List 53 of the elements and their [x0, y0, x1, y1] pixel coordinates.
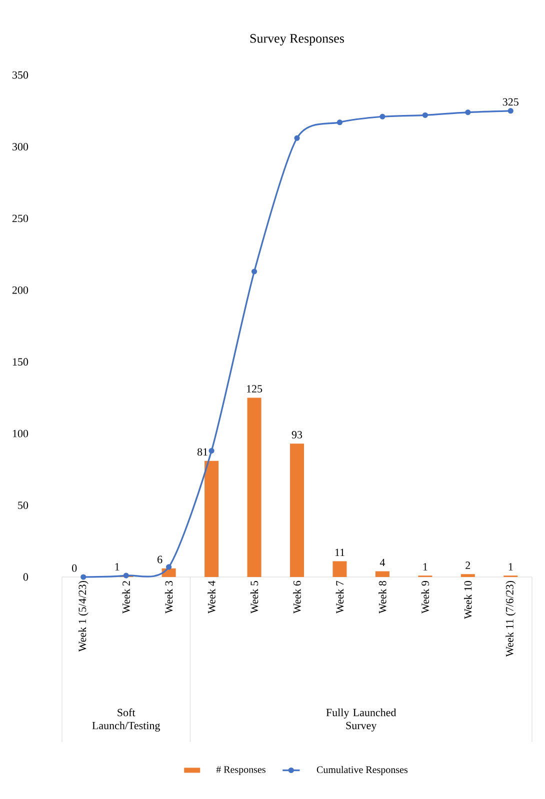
data-label: 6 [158, 556, 162, 564]
x-tick-label: Week 8 [378, 580, 386, 614]
x-tick-label: Week 3 [164, 580, 173, 614]
x-tick-label: Week 4 [208, 580, 216, 614]
point [80, 574, 86, 580]
data-label: 1 [423, 563, 428, 570]
data-label: 81 [197, 448, 208, 456]
point [465, 109, 471, 116]
x-tick-label: Week 2 [122, 581, 130, 614]
point [294, 135, 300, 141]
text: Fully Launched Survey [326, 708, 396, 732]
text: Soft Launch/Testing [92, 708, 160, 732]
bar [247, 398, 262, 577]
y-tick-label: 200 [12, 286, 28, 294]
data-label: 0 [72, 564, 77, 572]
data-label: 1 [508, 563, 513, 570]
legend-label: # Responses [216, 766, 266, 775]
bar [332, 561, 347, 577]
point [380, 114, 386, 120]
data-label: 1 [115, 563, 120, 570]
x-tick-label: Week 7 [336, 580, 344, 614]
y-tick-label: 0 [23, 573, 28, 581]
data-label: 125 [246, 385, 262, 393]
y-tick-label: 300 [12, 143, 28, 150]
y-tick-label: 50 [18, 502, 28, 509]
chart-title: Survey Responses [250, 34, 344, 46]
point [208, 448, 214, 454]
x-tick-label: Week 9 [421, 580, 430, 614]
x-tick-label: Week 11 (7/6/23) [506, 581, 516, 657]
x-tick-label: Week 5 [250, 580, 258, 614]
data-label: 93 [292, 431, 302, 438]
point [251, 268, 258, 274]
data-label: 325 [502, 98, 518, 106]
data-label: 4 [380, 558, 386, 566]
y-tick-label: 150 [12, 358, 28, 366]
bar [204, 460, 219, 577]
point [166, 564, 172, 570]
bar [460, 574, 475, 577]
point [123, 572, 129, 578]
point [508, 108, 514, 114]
point [422, 112, 428, 118]
legend-label: Cumulative Responses [316, 766, 408, 776]
bar [375, 571, 390, 577]
data-label: 11 [335, 548, 344, 556]
y-tick-label: 350 [12, 71, 28, 79]
y-tick-label: 100 [12, 430, 28, 438]
x-tick-label: Week 10 [464, 580, 472, 620]
bar [290, 444, 304, 577]
y-tick-label: 250 [12, 214, 28, 222]
point [336, 120, 343, 126]
x-tick-label: Week 1 (5/4/23) [78, 581, 88, 652]
data-label: 2 [466, 562, 470, 569]
x-tick-label: Week 6 [293, 580, 301, 614]
